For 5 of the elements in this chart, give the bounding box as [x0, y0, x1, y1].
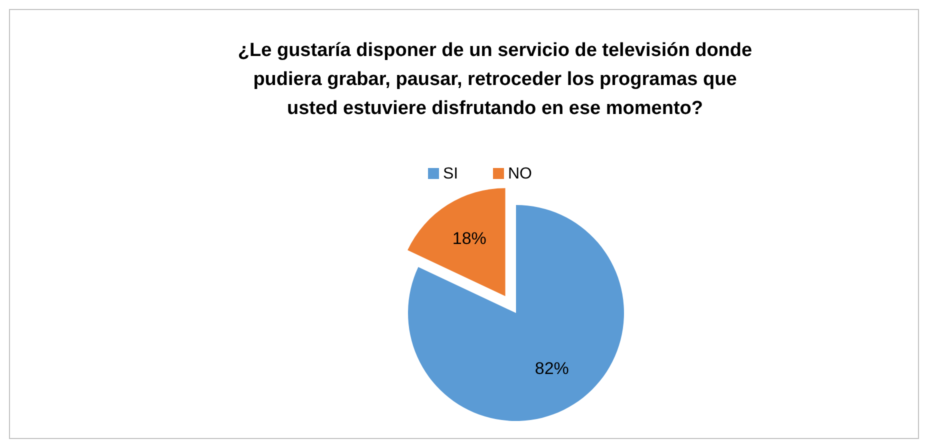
- data-label: 18%: [452, 229, 486, 248]
- data-label: 82%: [534, 359, 569, 378]
- legend-label: SI: [443, 166, 458, 182]
- chart-title: ¿Le gustaría disponer de un servicio de televisión donde pudiera grabar, pausar, retroceder los programas que usted estuviere disfrutando en ese momento?: [238, 40, 752, 119]
- legend-label: NO: [508, 166, 532, 182]
